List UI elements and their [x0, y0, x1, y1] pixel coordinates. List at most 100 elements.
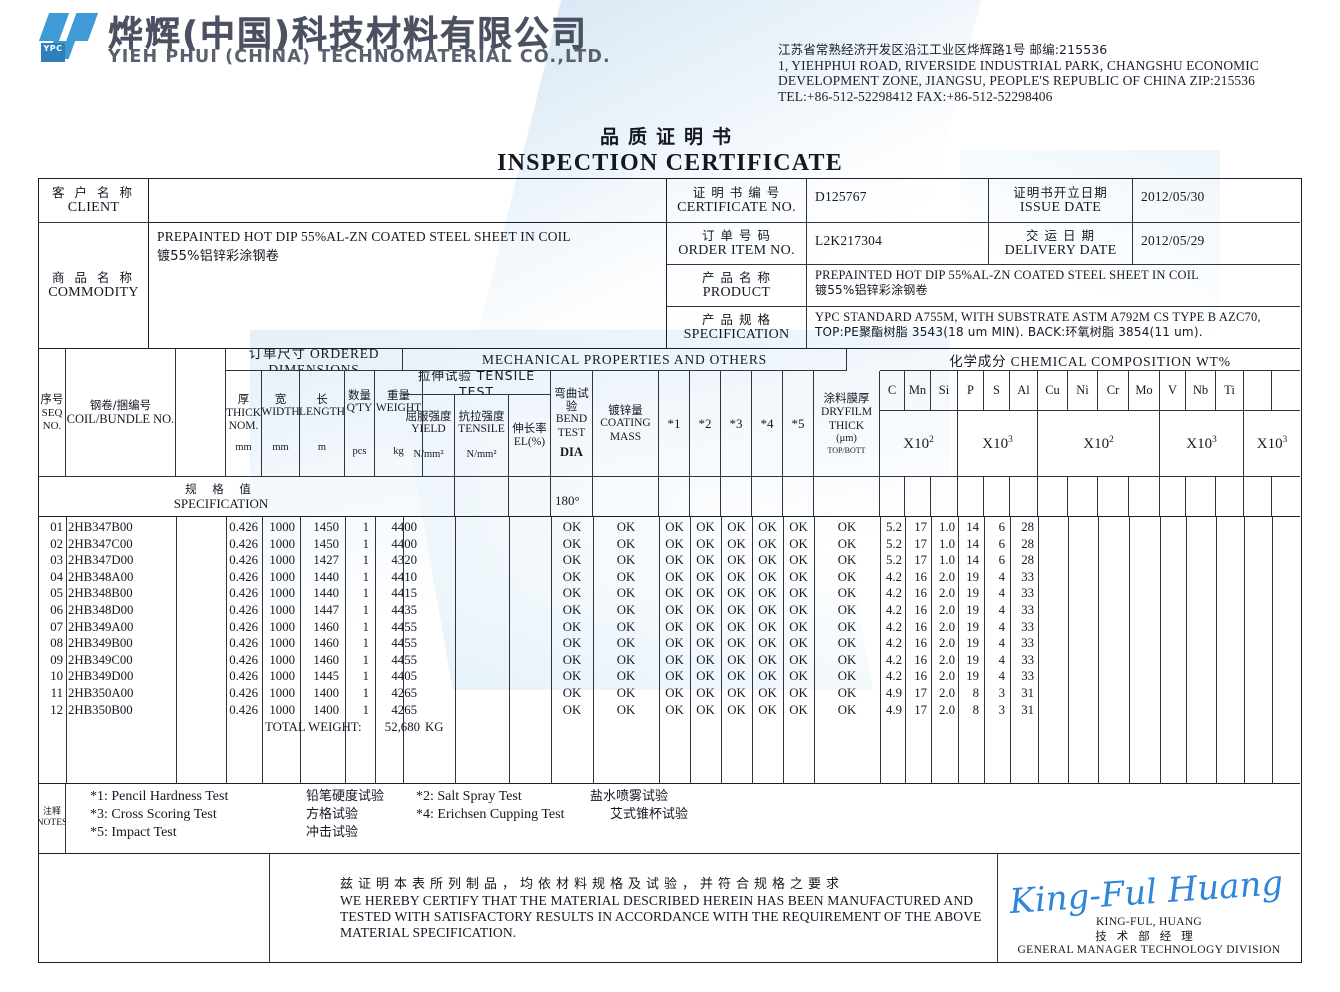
cell-s5: OK	[789, 586, 808, 601]
cell-c: 4.2	[886, 636, 902, 651]
notes-side-label: 注释 NOTES	[39, 784, 66, 854]
cell-width: 1000	[269, 702, 295, 717]
cell-s3: OK	[727, 669, 746, 684]
cell-seq: 08	[50, 636, 63, 651]
cell-width: 1000	[269, 569, 295, 584]
cell-s1: OK	[665, 669, 684, 684]
col-seq-cn: 序号	[40, 392, 64, 407]
table-row: 06 2HB348D00 0.426 1000 1447 1 4435 OK OK OK OK OK O…	[39, 602, 1300, 618]
order-no-label-cn: 订 单 号 码	[702, 227, 771, 243]
cell-coil: 2HB348D00	[68, 603, 134, 617]
cell-bend: OK	[562, 569, 582, 584]
cell-bend: OK	[562, 603, 582, 617]
cell-bend: OK	[562, 669, 582, 684]
table-row: 11 2HB350A00 0.426 1000 1400 1 4265 OK OK OK OK OK O…	[39, 685, 1300, 701]
delivery-date-label: 交 运 日 期 DELIVERY DATE	[989, 223, 1133, 265]
cell-width: 1000	[269, 652, 295, 667]
commodity-label-en: COMMODITY	[48, 284, 139, 300]
spec-row-star3	[721, 477, 752, 517]
cell-s1: OK	[665, 702, 684, 717]
cell-al: 33	[1021, 586, 1034, 601]
cell-s: 4	[998, 603, 1005, 617]
table-row: 05 2HB348B00 0.426 1000 1440 1 4415 OK OK OK OK OK O…	[39, 585, 1300, 601]
cell-s: 6	[998, 536, 1005, 551]
cell-tensile	[455, 536, 509, 552]
specification-value-line2: TOP:PE聚酯树脂 3543(18 um MIN). BACK:环氧树脂 38…	[815, 325, 1203, 339]
cell-s3: OK	[727, 553, 746, 568]
cell-el	[509, 619, 551, 635]
cell-p: 19	[966, 652, 979, 667]
group-ordered-dimensions: 订单尺寸 ORDERED DIMENSIONS	[226, 349, 403, 371]
table-row: 07 2HB349A00 0.426 1000 1460 1 4455 OK OK OK OK OK O…	[39, 619, 1300, 635]
certificate-no-label: 证 明 书 编 号 CERTIFICATE NO.	[667, 179, 807, 223]
cell-yield	[403, 702, 455, 718]
cell-thick: 0.426	[229, 536, 258, 551]
cell-tensile	[455, 585, 509, 601]
col-dryfilm-sub: TOP/BOTT	[827, 445, 866, 455]
chem-multiplier-3: X102	[1038, 411, 1160, 477]
cell-al: 28	[1021, 520, 1034, 534]
col-width-unit: mm	[272, 442, 289, 454]
cell-coil: 2HB349B00	[68, 636, 133, 651]
cell-dryfilm: OK	[837, 652, 857, 667]
cell-el	[509, 652, 551, 668]
cell-s: 3	[998, 702, 1005, 717]
address-en-line2: DEVELOPMENT ZONE, JIANGSU, PEOPLE'S REPU…	[778, 73, 1255, 88]
cell-s1: OK	[665, 619, 684, 634]
cell-si: 1.0	[939, 520, 955, 534]
cell-yield	[403, 585, 455, 601]
col-width-en: WIDTH	[262, 406, 300, 419]
cell-s4: OK	[758, 636, 777, 651]
cell-s3: OK	[727, 586, 746, 601]
cell-seq: 12	[50, 702, 63, 717]
cell-el	[509, 585, 551, 601]
cell-s3: OK	[727, 686, 746, 700]
product-value-en: PREPAINTED HOT DIP 55%AL-ZN COATED STEEL…	[815, 268, 1199, 282]
title-cn: 品质证明书	[599, 126, 740, 148]
cell-s4: OK	[758, 652, 777, 667]
col-qty-header: 数量 Q'TY pcs	[345, 371, 375, 477]
cell-si: 2.0	[939, 702, 955, 717]
cell-s5: OK	[789, 553, 808, 568]
cell-p: 8	[972, 702, 979, 717]
cell-yield	[403, 635, 455, 651]
cell-s2: OK	[696, 553, 715, 568]
issue-date-label-cn: 证明书开立日期	[1013, 184, 1108, 200]
cell-coil: 2HB349C00	[68, 652, 133, 667]
cell-thick: 0.426	[229, 553, 258, 568]
chem-multiplier-1: X102	[880, 411, 958, 477]
cell-mn: 17	[914, 520, 927, 534]
product-value-cn: 镀55%铝锌彩涂钢卷	[815, 283, 928, 297]
cell-el	[509, 668, 551, 684]
cell-yield	[403, 652, 455, 668]
cell-weight: 4265	[391, 702, 417, 717]
cell-el	[509, 569, 551, 585]
cell-p: 19	[966, 586, 979, 601]
table-row: 04 2HB348A00 0.426 1000 1440 1 4410 OK OK OK OK OK O…	[39, 569, 1300, 585]
spec-row-star4	[752, 477, 783, 517]
cell-s5: OK	[789, 569, 808, 584]
cell-al: 31	[1021, 686, 1034, 700]
cell-dryfilm: OK	[837, 669, 857, 684]
address-en-line1: 1, YIEHPHUI ROAD, RIVERSIDE INDUSTRIAL P…	[778, 57, 1259, 73]
spec-row-coating	[593, 477, 659, 517]
statement-en-1: WE HEREBY CERTIFY THAT THE MATERIAL DESC…	[340, 893, 974, 908]
chem-col-s: S	[984, 371, 1010, 411]
cell-p: 19	[966, 669, 979, 684]
cell-s5: OK	[789, 686, 808, 700]
table-row: 10 2HB349D00 0.426 1000 1445 1 4405 OK OK OK OK OK O…	[39, 668, 1300, 684]
cell-length: 1450	[313, 536, 339, 551]
cell-el	[509, 552, 551, 568]
chem-col-cr: Cr	[1098, 371, 1129, 411]
col-star5-header: *5	[783, 371, 814, 477]
cell-dryfilm: OK	[837, 586, 857, 601]
cell-qty: 1	[362, 619, 369, 634]
notes-side-cn: 注释	[42, 807, 61, 818]
cell-tensile	[455, 652, 509, 668]
cell-s4: OK	[758, 702, 777, 717]
cell-bend: OK	[562, 536, 582, 551]
spec-row-chem-p	[958, 477, 984, 517]
cell-c: 4.2	[886, 586, 902, 601]
chem-col-cu: Cu	[1038, 371, 1068, 411]
group-mechanical: MECHANICAL PROPERTIES AND OTHERS	[403, 349, 847, 371]
